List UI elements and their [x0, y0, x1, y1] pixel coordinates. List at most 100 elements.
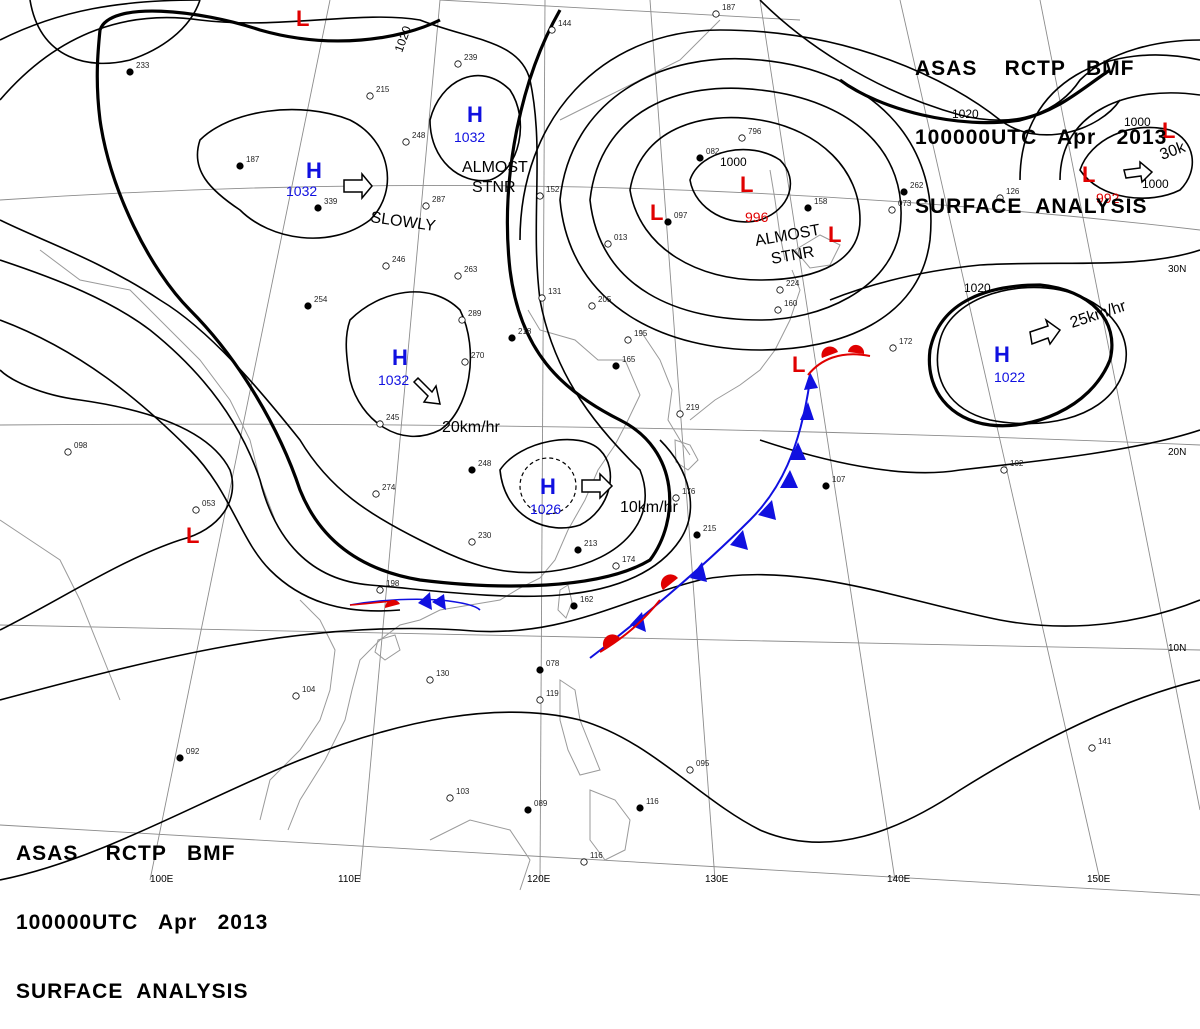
station-marker — [304, 302, 312, 310]
japan-honshu — [689, 269, 801, 421]
low-letter: L — [186, 523, 199, 548]
high-value: 1026 — [530, 501, 561, 517]
station-marker — [822, 482, 830, 490]
station-marker — [468, 466, 476, 474]
station-pressure-label: 195 — [634, 329, 648, 338]
station-marker — [738, 134, 746, 142]
lon-label: 140E — [887, 874, 911, 885]
lon-label: 120E — [527, 874, 551, 885]
station-pressure-label: 254 — [314, 295, 328, 304]
station-pressure-label: 053 — [202, 499, 216, 508]
isobar-1008 — [589, 87, 902, 321]
station-marker — [672, 494, 680, 502]
header-line: 100000UTC Apr 2013 — [915, 126, 1168, 149]
station-marker — [366, 92, 374, 100]
station-marker — [426, 676, 434, 684]
low-center: L 996 — [740, 172, 769, 225]
station-marker — [624, 336, 632, 344]
station-marker — [612, 362, 620, 370]
station-pressure-label: 289 — [468, 309, 482, 318]
high-center: H 1032 — [286, 158, 322, 199]
isobar-label: 1000 — [1142, 177, 1169, 191]
station-marker — [372, 490, 380, 498]
station-marker — [536, 192, 544, 200]
station-pressure-label: 102 — [1010, 459, 1024, 468]
station-marker — [686, 766, 694, 774]
station-marker — [570, 602, 578, 610]
chart-header: ASAS RCTP BMF 100000UTC Apr 2013 SURFACE… — [915, 16, 1167, 244]
low-letter: L — [828, 222, 841, 247]
station-pressure-label: 119 — [546, 689, 559, 698]
lat-label: 10N — [1168, 643, 1186, 654]
motion-label: STNR — [472, 179, 516, 196]
station-pressure-label: 131 — [548, 287, 562, 296]
lon-label: 150E — [1087, 874, 1111, 885]
station-marker — [580, 858, 588, 866]
station-pressure-label: 104 — [302, 685, 316, 694]
station-pressure-label: 339 — [324, 197, 338, 206]
station-marker — [889, 344, 897, 352]
station-marker — [64, 448, 72, 456]
station-plots: 233 215 239 187 248 287 339 246 263 254 289 270 218 2… — [64, 3, 1112, 866]
isobar-labels: 1020 1020 1020 1000 1000 1000 — [392, 24, 1169, 295]
russian-coast — [559, 19, 721, 121]
station-marker — [292, 692, 300, 700]
arrow-icon — [1123, 160, 1154, 184]
station-marker — [804, 204, 812, 212]
header-line: ASAS RCTP BMF — [915, 57, 1135, 80]
warm-front-ne — [807, 353, 871, 376]
isobar-1028-north — [0, 0, 201, 41]
low-value: 992 — [1096, 190, 1120, 206]
station-pressure-label: 248 — [412, 131, 426, 140]
station-pressure-label: 130 — [436, 669, 450, 678]
philippines-south — [589, 789, 631, 861]
isobar-ne-low-3 — [1019, 54, 1200, 181]
arrow-icon — [581, 472, 614, 500]
station-pressure-label: 219 — [686, 403, 700, 412]
station-marker — [536, 696, 544, 704]
low-letter: L — [740, 172, 753, 197]
lon-label: 130E — [705, 874, 729, 885]
taiwan — [557, 584, 573, 619]
high-value: 1032 — [454, 129, 485, 145]
cold-front-barb — [800, 402, 814, 420]
cold-front-barb — [418, 592, 432, 610]
cold-front-barb — [780, 470, 798, 488]
isobar-1012 — [559, 58, 932, 351]
station-pressure-label: 126 — [1006, 187, 1020, 196]
isobar-1020-north — [759, 0, 1200, 121]
header-line: SURFACE ANALYSIS — [915, 195, 1148, 218]
station-marker — [376, 420, 384, 428]
station-marker — [636, 804, 644, 812]
fronts — [349, 344, 871, 659]
station-marker — [900, 188, 908, 196]
coastlines — [0, 19, 841, 891]
station-pressure-label: 198 — [386, 579, 400, 588]
station-marker — [664, 218, 672, 226]
low-letter: L — [1082, 162, 1095, 187]
station-marker — [693, 531, 701, 539]
station-pressure-label: 176 — [682, 487, 696, 496]
station-marker — [402, 138, 410, 146]
station-pressure-label: 092 — [186, 747, 200, 756]
motion-label: ALMOST — [462, 159, 528, 176]
high-center: H 1032 — [378, 345, 409, 388]
low-letter: L — [296, 6, 309, 31]
station-marker — [458, 316, 466, 324]
station-pressure-label: 213 — [584, 539, 598, 548]
station-marker — [461, 358, 469, 366]
high-letter: H — [392, 345, 408, 370]
lat-label: 20N — [1168, 447, 1186, 458]
high-letter: H — [467, 102, 483, 127]
station-marker — [446, 794, 454, 802]
station-pressure-label: 152 — [546, 185, 560, 194]
isobar-ne-low-2 — [1059, 92, 1200, 181]
station-pressure-label: 287 — [432, 195, 446, 204]
borneo — [429, 819, 531, 891]
indochina — [259, 599, 336, 821]
isobar-label: 1000 — [1124, 115, 1151, 129]
station-pressure-label: 233 — [136, 61, 150, 70]
station-marker — [888, 206, 896, 214]
station-pressure-label: 141 — [1098, 737, 1112, 746]
isobar-1020-center — [95, 9, 672, 588]
